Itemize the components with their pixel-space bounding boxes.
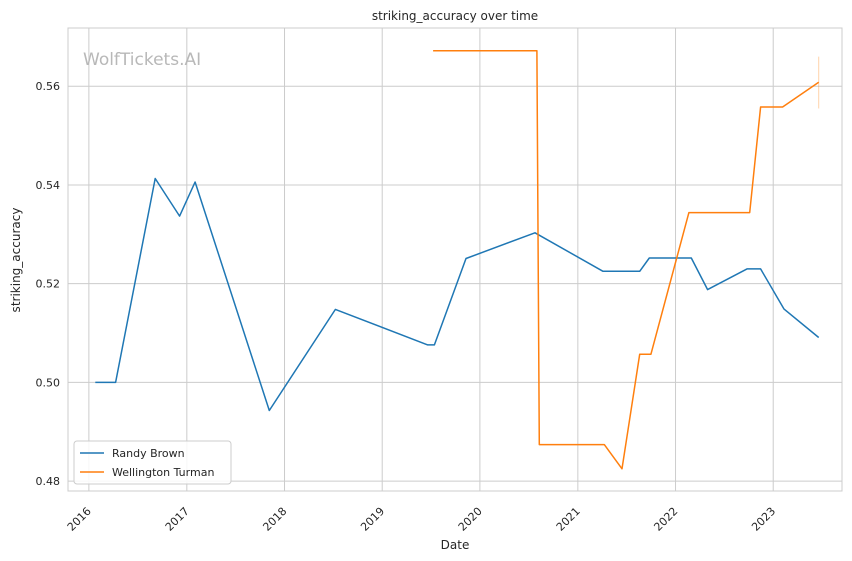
- y-tick-label: 0.54: [36, 179, 61, 192]
- legend-label: Wellington Turman: [112, 466, 214, 479]
- x-tick-label: 2020: [456, 505, 485, 534]
- series-line-2: [433, 49, 820, 470]
- legend: Randy Brown Wellington Turman: [73, 440, 232, 485]
- x-tick-label: 2021: [554, 505, 583, 534]
- y-tick-label: 0.50: [36, 376, 61, 389]
- plot-frame: [67, 27, 843, 492]
- watermark: WolfTickets.AI: [83, 50, 201, 70]
- y-tick-label: 0.56: [36, 80, 61, 93]
- x-axis-label: Date: [441, 538, 470, 552]
- x-tick-label: 2018: [260, 505, 289, 534]
- x-tick-label: 2022: [651, 505, 680, 534]
- legend-label: Randy Brown: [112, 447, 185, 460]
- x-tick-label: 2023: [749, 505, 778, 534]
- x-tick-label: 2016: [65, 505, 94, 534]
- chart-title: striking_accuracy over time: [372, 9, 538, 23]
- x-tick-label: 2017: [163, 505, 192, 534]
- x-tick-label: 2019: [358, 505, 387, 534]
- y-axis-label: striking_accuracy: [9, 208, 23, 313]
- series-line-1: [95, 177, 820, 412]
- series-lines: [95, 49, 820, 470]
- grid: [68, 28, 842, 491]
- y-tick-label: 0.52: [36, 278, 61, 291]
- y-tick-label: 0.48: [36, 475, 61, 488]
- legend-box: [73, 440, 232, 485]
